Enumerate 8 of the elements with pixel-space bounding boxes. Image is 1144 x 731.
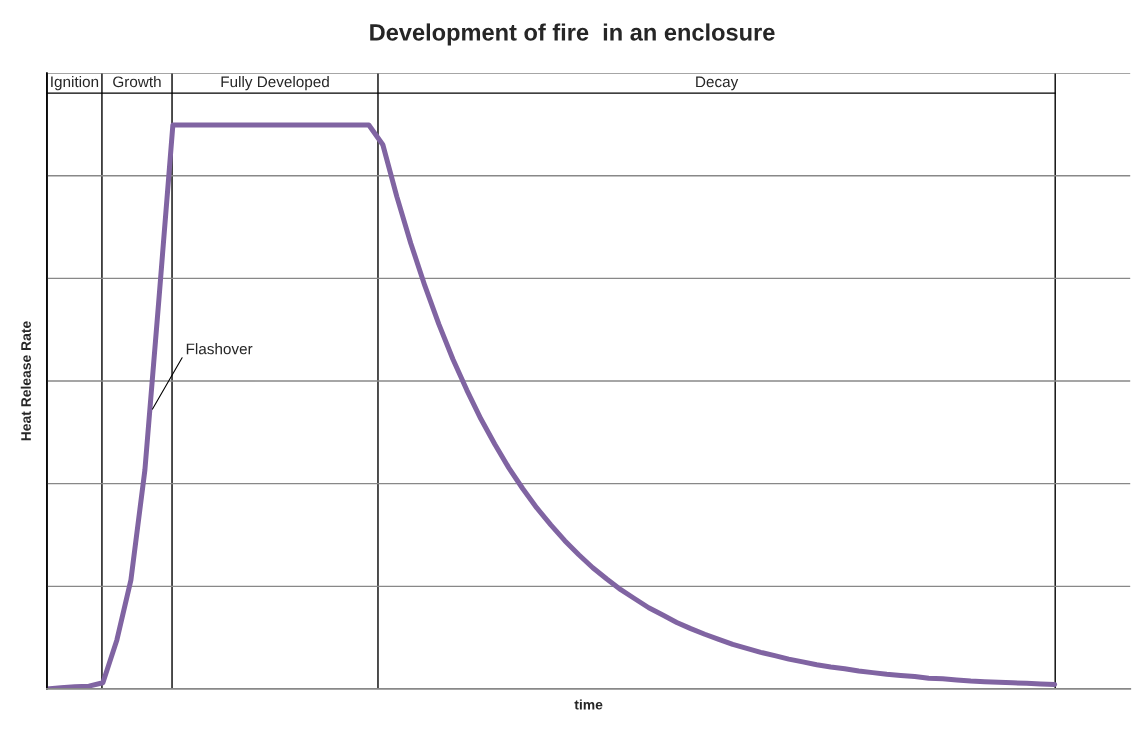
annotation: Flashover xyxy=(186,343,253,355)
y-axis-title: Heat Release Rate xyxy=(20,321,31,441)
x-axis-title: time xyxy=(574,699,603,710)
text: Decay xyxy=(696,76,739,91)
text: Fully Developed xyxy=(221,75,329,91)
text: Growth xyxy=(113,75,161,88)
chart-title: Development of fire in an enclosure xyxy=(370,23,775,46)
text: Ignition xyxy=(51,75,99,91)
